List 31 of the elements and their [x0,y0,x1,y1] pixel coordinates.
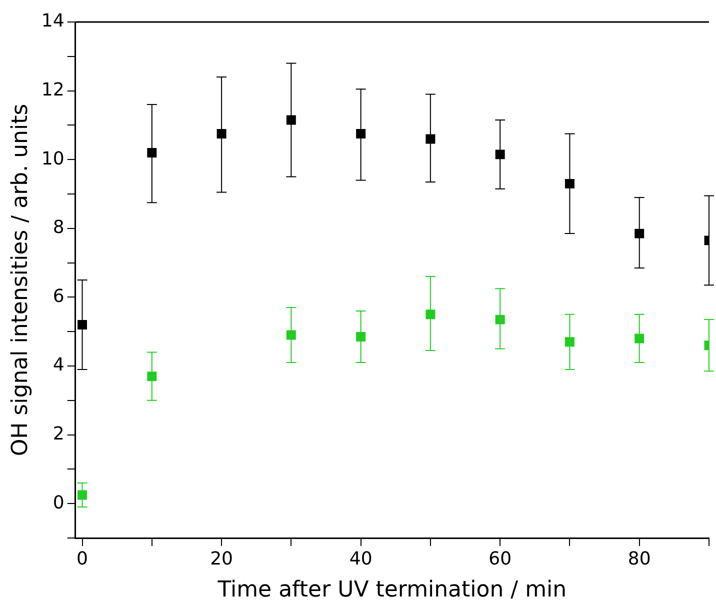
x-tick-label: 80 [628,548,651,570]
point [216,129,226,139]
y-tick-label: 2 [52,423,64,444]
x-tick-label: 40 [349,548,372,570]
y-tick-label: 8 [52,217,64,238]
x-tick-label: 0 [76,548,88,570]
y-tick-label: 6 [52,286,64,307]
point [286,115,296,125]
y-axis-title: OH signal intensities / arb. units [8,104,33,456]
point [356,129,366,139]
point [634,228,644,238]
point [564,337,574,347]
point [495,150,505,160]
point [147,372,157,382]
point [356,332,366,342]
y-tick-label: 4 [52,354,64,376]
point [286,330,296,340]
x-tick-label: 20 [210,548,233,570]
y-tick-label: 0 [52,492,64,514]
point [564,178,574,188]
x-tick-label: 60 [488,548,512,570]
x-axis-title: Time after UV termination / min [216,578,567,603]
point [426,134,436,144]
point [426,310,436,320]
point [634,334,644,344]
point [147,148,157,158]
point [78,320,88,330]
point [495,314,505,324]
y-tick-label: 10 [41,148,64,170]
y-tick-label: 14 [41,10,64,32]
y-tick-label: 12 [41,79,64,100]
